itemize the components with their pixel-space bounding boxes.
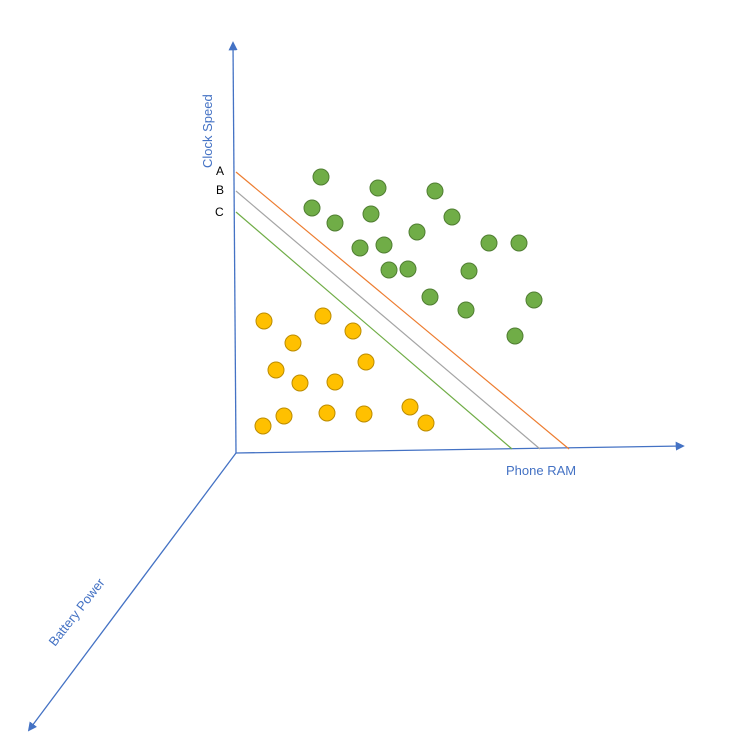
green-point [351,239,369,257]
yellow-point [326,373,344,391]
green-point [408,223,426,241]
green-point [421,288,439,306]
green-point [426,182,444,200]
green-point [525,291,543,309]
line-b [235,190,541,450]
green-point [312,168,330,186]
line-a [235,171,570,450]
phone-ram-axis [235,441,685,454]
yellow-point [417,414,435,432]
green-point [303,199,321,217]
green-point [480,234,498,252]
green-point [380,261,398,279]
yellow-point [344,322,362,340]
clock-speed-label: Clock Speed [200,94,215,168]
green-point [443,208,461,226]
yellow-point [254,417,272,435]
line-a-label: A [216,164,224,178]
yellow-point [291,374,309,392]
line-b-label: B [216,183,224,197]
phone-ram-label: Phone RAM [506,463,576,478]
line-c [235,211,513,450]
green-point [460,262,478,280]
yellow-point [357,353,375,371]
yellow-point [267,361,285,379]
battery-power-axis [27,452,237,732]
green-point [326,214,344,232]
green-points [303,168,543,345]
green-point [362,205,380,223]
green-point [506,327,524,345]
line-c-label: C [215,205,224,219]
green-point [457,301,475,319]
green-point [375,236,393,254]
yellow-point [275,407,293,425]
yellow-point [314,307,332,325]
yellow-point [318,404,336,422]
green-point [399,260,417,278]
yellow-points [254,307,435,435]
green-point [369,179,387,197]
clock-speed-axis [228,41,238,454]
yellow-point [284,334,302,352]
yellow-point [255,312,273,330]
green-point [510,234,528,252]
yellow-point [355,405,373,423]
yellow-point [401,398,419,416]
